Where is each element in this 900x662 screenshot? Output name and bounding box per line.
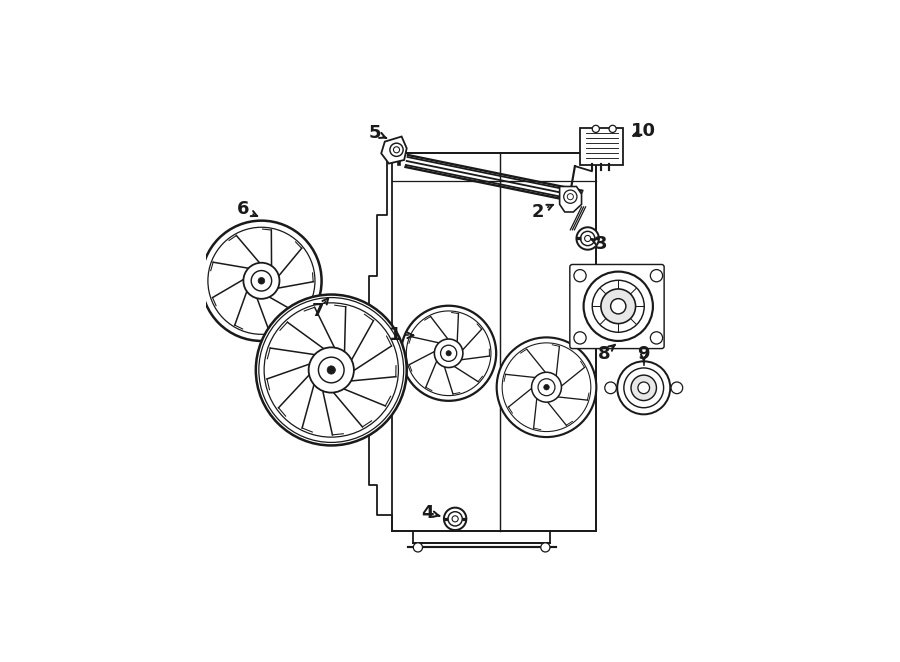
Text: 1: 1 bbox=[389, 326, 401, 344]
Circle shape bbox=[256, 295, 407, 446]
Text: 4: 4 bbox=[421, 504, 433, 522]
Circle shape bbox=[319, 357, 344, 383]
Circle shape bbox=[502, 343, 590, 432]
Circle shape bbox=[574, 269, 586, 282]
Text: 2: 2 bbox=[532, 203, 544, 221]
Circle shape bbox=[444, 508, 466, 530]
Circle shape bbox=[609, 125, 617, 132]
Circle shape bbox=[448, 512, 463, 526]
Polygon shape bbox=[382, 136, 407, 164]
Circle shape bbox=[202, 220, 321, 341]
Circle shape bbox=[592, 125, 599, 132]
Circle shape bbox=[258, 277, 265, 284]
Circle shape bbox=[401, 306, 496, 401]
Circle shape bbox=[574, 332, 586, 344]
Circle shape bbox=[309, 348, 354, 393]
Circle shape bbox=[585, 236, 590, 242]
Text: 8: 8 bbox=[598, 345, 610, 363]
Circle shape bbox=[583, 271, 652, 341]
Circle shape bbox=[605, 382, 617, 394]
FancyBboxPatch shape bbox=[580, 128, 624, 165]
Circle shape bbox=[617, 361, 670, 414]
Circle shape bbox=[208, 227, 315, 334]
Circle shape bbox=[624, 368, 663, 408]
Circle shape bbox=[435, 339, 463, 367]
Circle shape bbox=[580, 318, 588, 326]
Circle shape bbox=[671, 382, 683, 394]
Text: 7: 7 bbox=[311, 303, 324, 320]
Circle shape bbox=[580, 231, 595, 246]
Circle shape bbox=[390, 143, 403, 156]
Circle shape bbox=[452, 516, 458, 522]
Circle shape bbox=[251, 271, 272, 291]
Circle shape bbox=[497, 338, 597, 437]
Circle shape bbox=[651, 332, 662, 344]
Circle shape bbox=[327, 366, 336, 374]
Circle shape bbox=[631, 375, 656, 401]
Circle shape bbox=[532, 372, 562, 402]
Text: 9: 9 bbox=[637, 345, 650, 363]
Circle shape bbox=[243, 263, 280, 299]
Circle shape bbox=[541, 543, 550, 552]
Text: 5: 5 bbox=[368, 124, 381, 142]
Circle shape bbox=[413, 543, 422, 552]
Circle shape bbox=[446, 351, 451, 356]
Circle shape bbox=[610, 299, 626, 314]
Circle shape bbox=[592, 280, 644, 332]
Circle shape bbox=[406, 311, 491, 396]
Circle shape bbox=[538, 379, 555, 396]
FancyBboxPatch shape bbox=[570, 265, 664, 349]
Circle shape bbox=[577, 227, 598, 250]
Text: 3: 3 bbox=[595, 234, 608, 253]
Circle shape bbox=[393, 147, 400, 153]
Circle shape bbox=[563, 190, 577, 203]
Circle shape bbox=[580, 312, 588, 320]
Polygon shape bbox=[560, 187, 581, 212]
Circle shape bbox=[601, 289, 635, 324]
Text: 10: 10 bbox=[631, 122, 656, 140]
Circle shape bbox=[567, 193, 573, 200]
Bar bbox=[392, 154, 597, 530]
Circle shape bbox=[580, 306, 588, 314]
Circle shape bbox=[544, 385, 549, 390]
Text: 6: 6 bbox=[237, 201, 249, 218]
Circle shape bbox=[259, 297, 404, 442]
Circle shape bbox=[440, 345, 456, 361]
Circle shape bbox=[651, 269, 662, 282]
Circle shape bbox=[264, 303, 399, 437]
Circle shape bbox=[638, 382, 650, 394]
